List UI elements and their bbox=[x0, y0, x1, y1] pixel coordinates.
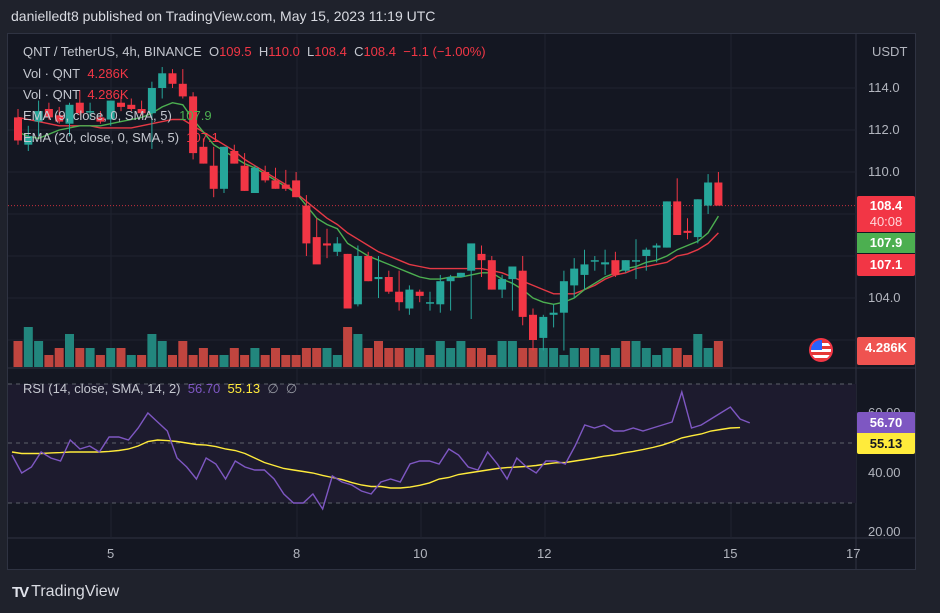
rsi-legend[interactable]: RSI (14, close, SMA, 14, 2) 56.70 55.13 … bbox=[23, 381, 297, 397]
rsi-ma-value-tag: 55.13 bbox=[857, 433, 915, 454]
rsi-axis-tick: 20.00 bbox=[868, 524, 901, 539]
ema20-legend[interactable]: EMA (20, close, 0, SMA, 5) 107.1 bbox=[23, 130, 219, 145]
ema9-legend[interactable]: EMA (9, close, 0, SMA, 5) 107.9 bbox=[23, 108, 212, 123]
last-price-value: 108.4 bbox=[869, 198, 903, 213]
price-axis-tick: 114.0 bbox=[868, 80, 900, 95]
ohlc-close-value: 108.4 bbox=[363, 44, 396, 59]
time-axis-tick: 17 bbox=[846, 546, 861, 561]
tradingview-logo-icon: TV bbox=[12, 583, 29, 601]
ema20-legend-label: EMA (20, close, 0, SMA, 5) bbox=[23, 130, 180, 145]
time-axis-tick: 10 bbox=[413, 546, 428, 561]
volume-legend-value: 4.286K bbox=[87, 87, 129, 102]
rsi-value-tag: 56.70 bbox=[857, 412, 915, 433]
tradingview-brand[interactable]: TV TradingView bbox=[12, 583, 119, 601]
tradingview-wordmark: TradingView bbox=[31, 583, 120, 600]
time-axis-tick: 5 bbox=[107, 546, 115, 561]
symbol-legend: QNT / TetherUS, 4h, BINANCE O109.5 H110.… bbox=[23, 44, 486, 59]
last-price-tag: 108.4 40:08 bbox=[857, 196, 915, 232]
time-axis-tick: 12 bbox=[537, 546, 552, 561]
bar-countdown: 40:08 bbox=[869, 214, 903, 229]
ohlc-low-value: 108.4 bbox=[314, 44, 347, 59]
ohlc-high-label: H bbox=[258, 44, 269, 59]
ema9-legend-value: 107.9 bbox=[179, 108, 212, 123]
rsi-axis-tick: 40.00 bbox=[868, 465, 901, 480]
volume-legend-2[interactable]: Vol · QNT 4.286K bbox=[23, 87, 129, 102]
price-change: −1.1 (−1.00%) bbox=[403, 44, 486, 59]
ema20-price-tag: 107.1 bbox=[857, 254, 915, 276]
time-axis-tick: 8 bbox=[293, 546, 301, 561]
publish-info: danielledt8 published on TradingView.com… bbox=[11, 8, 436, 24]
ohlc-high-value: 110.0 bbox=[268, 44, 300, 59]
volume-legend-label: Vol · QNT bbox=[23, 66, 81, 81]
ema9-price-tag: 107.9 bbox=[857, 233, 915, 253]
volume-tag: 4.286K bbox=[857, 337, 915, 365]
symbol-title[interactable]: QNT / TetherUS, 4h, BINANCE bbox=[23, 44, 202, 59]
ohlc-open-label: O bbox=[208, 44, 220, 59]
volume-legend-value: 4.286K bbox=[87, 66, 129, 81]
rsi-legend-label: RSI (14, close, SMA, 14, 2) bbox=[23, 381, 181, 396]
volume-legend-label: Vol · QNT bbox=[23, 87, 81, 102]
rsi-legend-extra-1: ∅ bbox=[267, 381, 279, 396]
volume-legend-1[interactable]: Vol · QNT 4.286K bbox=[23, 66, 129, 81]
price-axis-currency[interactable]: USDT bbox=[872, 44, 908, 59]
ohlc-low-label: L bbox=[307, 44, 315, 59]
ohlc-close-label: C bbox=[354, 44, 364, 59]
price-axis-tick: 110.0 bbox=[868, 164, 900, 179]
price-axis-tick: 112.0 bbox=[868, 122, 900, 137]
time-axis-tick: 15 bbox=[723, 546, 738, 561]
rsi-legend-extra-2: ∅ bbox=[285, 381, 298, 396]
us-flag-events-icon[interactable] bbox=[809, 338, 833, 362]
rsi-legend-value: 56.70 bbox=[187, 381, 221, 396]
rsi-ma-legend-value: 55.13 bbox=[227, 381, 261, 396]
price-axis-tick: 104.0 bbox=[868, 290, 901, 305]
ohlc-open-value: 109.5 bbox=[219, 44, 252, 59]
ema20-legend-value: 107.1 bbox=[186, 130, 219, 145]
ema9-legend-label: EMA (9, close, 0, SMA, 5) bbox=[23, 108, 172, 123]
